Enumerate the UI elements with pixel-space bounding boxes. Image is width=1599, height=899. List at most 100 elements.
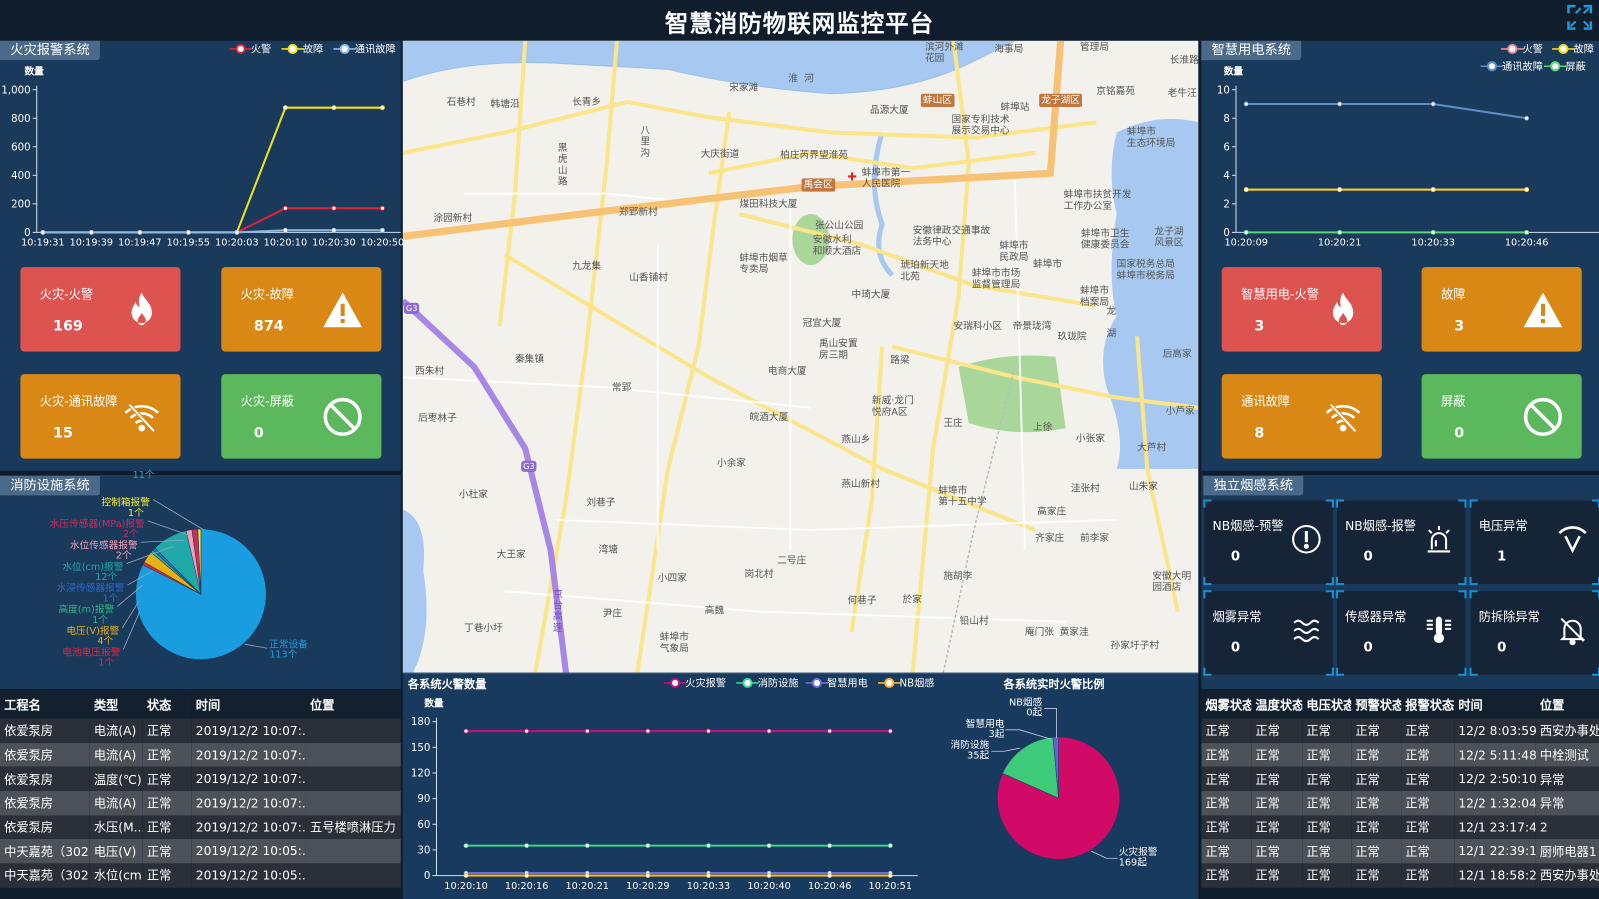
city-map[interactable]: 石巷村 韩塘沿 长青乡 宋家滩 淮 河大庆街道 柏庄芮界望淮苑 品源大厦 蚌埠站 国家专利技术 … <box>402 40 1199 673</box>
column-header[interactable]: 温度状态 <box>1251 690 1303 719</box>
status-card[interactable]: 屏蔽 0 <box>1421 374 1582 459</box>
map-label: 玖珑院 <box>1057 331 1087 343</box>
table-cell: 正常 <box>1251 791 1303 816</box>
table-cell: 2019/12/2 10:07:... <box>191 766 306 792</box>
smoke-title: 独立烟感系统 <box>1203 476 1304 496</box>
column-header[interactable]: 时间 <box>191 690 306 719</box>
table-row[interactable]: 依爱泵房 电流(A) 正常 2019/12/2 10:07:... <box>0 718 401 743</box>
pie-label-value: 2个 <box>122 529 139 541</box>
pie-label: 水浸传感器报警 1个 <box>12 584 125 604</box>
table-cell: 正常 <box>1401 863 1455 888</box>
district-badge[interactable]: 龙子湖区 <box>1039 93 1083 108</box>
smoke-status-card[interactable]: NB烟感-预警 0 <box>1203 499 1334 586</box>
table-cell: 正常 <box>1401 815 1455 840</box>
compress-icon[interactable] <box>1566 4 1593 31</box>
map-label: 小张家 <box>1075 433 1105 445</box>
table-row[interactable]: 正常 正常 正常 正常 正常 12/2 8:03:59 西安办事处 <box>1201 718 1599 743</box>
smoke-waves-icon <box>1293 619 1320 643</box>
map-label: 新威·龙门 悦府A区 <box>871 395 914 418</box>
corner-bracket <box>1469 576 1478 586</box>
bell-off-icon <box>1559 617 1586 646</box>
pie-label: 水位(cm)报警 12个 <box>11 561 124 584</box>
status-card[interactable]: 故障 3 <box>1421 267 1582 352</box>
map-label: 大芦村 <box>1137 442 1167 454</box>
card-label: NB烟感-报警 <box>1345 518 1417 534</box>
map-label: 蚌埠市 档案局 <box>1079 285 1110 308</box>
table-cell: 12/1 22:39:18 <box>1454 839 1536 864</box>
column-header[interactable]: 烟雾状态 <box>1201 690 1252 719</box>
table-row[interactable]: 正常 正常 正常 正常 正常 12/2 1:32:04 异常 <box>1201 791 1599 816</box>
table-cell: 12/1 23:17:41 <box>1454 815 1536 840</box>
card-label: 屏蔽 <box>1440 394 1466 409</box>
pie-label: 消防设施 35起 <box>928 741 989 761</box>
table-row[interactable]: 依爱泵房 温度(℃) 正常 2019/12/2 10:07:... <box>0 766 401 792</box>
status-card[interactable]: 火灾-屏蔽 0 <box>221 374 382 459</box>
map-label: 小芦家 <box>1165 405 1195 417</box>
column-header[interactable]: 时间 <box>1454 690 1536 719</box>
smoke-status-card[interactable]: 传感器异常 0 <box>1335 590 1467 676</box>
corner-bracket <box>1469 499 1478 508</box>
map-label: 淮 河 <box>788 73 814 85</box>
pie-label-value: 12个 <box>95 571 118 584</box>
status-card[interactable]: 智慧用电-火警 3 <box>1221 267 1382 352</box>
corner-bracket <box>1458 499 1467 508</box>
column-header[interactable]: 电压状态 <box>1302 690 1352 719</box>
smoke-status-card[interactable]: 烟雾异常 0 <box>1203 590 1334 676</box>
table-cell: 正常 <box>1201 815 1252 840</box>
table-row[interactable]: 依爱泵房 电流(A) 正常 2019/12/2 10:07:... <box>0 791 401 816</box>
table-row[interactable]: 正常 正常 正常 正常 正常 12/2 5:11:48 中栓测试 <box>1201 742 1599 767</box>
table-cell: 正常 <box>1401 839 1455 864</box>
smart-power-title: 智慧用电系统 <box>1201 40 1302 61</box>
column-header[interactable]: 工程名 <box>0 690 90 719</box>
table-cell: 正常 <box>1251 766 1303 792</box>
table-cell: 正常 <box>142 863 192 888</box>
map-label: 庵门张 <box>1024 626 1054 639</box>
status-card[interactable]: 通讯故障 8 <box>1221 374 1382 459</box>
column-header[interactable]: 位置 <box>1535 690 1599 719</box>
column-header[interactable]: 状态 <box>142 690 192 719</box>
status-card[interactable]: 火灾-故障 874 <box>221 267 382 352</box>
district-badge[interactable]: 禹会区 <box>801 178 835 192</box>
table-row[interactable]: 依爱泵房 电流(A) 正常 2019/12/2 10:07:... <box>0 742 401 767</box>
map-label: 铅山村 <box>959 615 989 627</box>
smoke-status-card[interactable]: 电压异常 1 <box>1469 499 1599 586</box>
pie-label: 火灾报警 169起 <box>1119 848 1180 868</box>
pie-label-name: 水位(cm)报警 <box>62 561 124 573</box>
table-cell <box>305 863 401 888</box>
map-label: 蚌埠站 <box>1000 101 1030 114</box>
map-label: 大庆街道 <box>700 148 740 161</box>
map-label: 禹山安置 房三期 <box>818 338 858 361</box>
status-card[interactable]: 火灾-火警 169 <box>20 267 181 352</box>
smoke-status-card[interactable]: NB烟感-报警 0 <box>1335 499 1467 586</box>
table-cell: 正常 <box>1401 766 1455 792</box>
card-label: 火灾-通讯故障 <box>39 394 118 409</box>
card-label: 智慧用电-火警 <box>1241 287 1319 302</box>
column-header[interactable]: 类型 <box>89 690 143 719</box>
fire-alarm-title: 火灾报警系统 <box>0 40 100 61</box>
pie-label-name: 消防设施 <box>950 740 990 752</box>
header-bar <box>0 0 1599 41</box>
map-label: 前李家 <box>1079 533 1110 545</box>
card-label: NB烟感-预警 <box>1212 518 1284 534</box>
table-cell: 厨师电器1 <box>1535 839 1599 864</box>
map-label: 安徽大明 园酒店 <box>1152 570 1192 594</box>
map-label: 大王家 <box>496 549 526 561</box>
smoke-status-card[interactable]: 防拆除异常 0 <box>1469 590 1599 676</box>
table-row[interactable]: 依爱泵房 水压(M... 正常 2019/12/2 10:07:... 五号楼喷淋压力 <box>0 815 401 840</box>
table-cell: 2 <box>1535 815 1599 840</box>
pie-label: 电压(V)报警 4个 <box>7 626 119 647</box>
column-header[interactable]: 报警状态 <box>1401 690 1455 719</box>
status-card[interactable]: 火灾-通讯故障 15 <box>20 374 181 459</box>
column-header[interactable]: 位置 <box>305 690 401 719</box>
table-cell: 12/2 2:50:10 <box>1454 766 1536 792</box>
corner-bracket <box>1469 667 1478 676</box>
district-badge[interactable]: 蚌山区 <box>920 93 955 108</box>
map-label: 长青乡 <box>572 96 602 109</box>
column-header[interactable]: 预警状态 <box>1351 690 1402 719</box>
table-row[interactable]: 正常 正常 正常 正常 正常 12/2 2:50:10 异常 <box>1201 766 1599 792</box>
